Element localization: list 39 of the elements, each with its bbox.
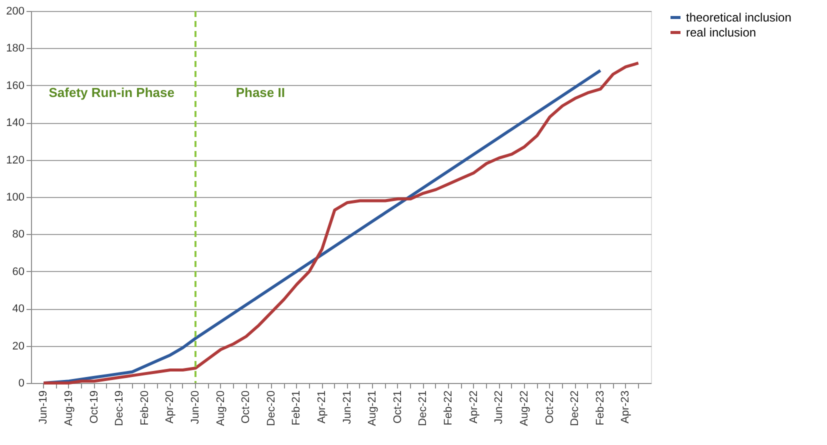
x-tick-label: Apr-20 [164, 390, 176, 424]
y-tick-label: 120 [6, 154, 24, 166]
annotation: Phase II [236, 84, 285, 100]
y-tick-label: 0 [18, 378, 24, 390]
x-tick-label: Oct-22 [544, 390, 556, 424]
x-tick-label: Aug-19 [62, 390, 75, 426]
x-tick-label: Jun-21 [341, 390, 354, 424]
legend-label: real inclusion [686, 26, 756, 40]
y-tick-label: 200 [6, 6, 24, 18]
x-tick-label: Aug-22 [518, 390, 530, 426]
x-tick-label: Jun-20 [189, 390, 202, 424]
y-tick-label: 160 [6, 80, 24, 92]
annotation: Safety Run-in Phase [48, 84, 174, 100]
x-tick-label: Jun-19 [38, 390, 50, 424]
x-tick-label: Dec-20 [265, 390, 278, 426]
x-tick-label: Feb-21 [290, 390, 303, 426]
y-tick-label: 140 [6, 117, 24, 130]
x-tick-label: Dec-22 [569, 390, 582, 426]
x-tick-label: Dec-21 [417, 390, 430, 426]
y-tick-label: 100 [6, 192, 24, 204]
y-tick-label: 180 [6, 42, 24, 55]
x-tick-label: Apr-23 [620, 390, 632, 424]
x-tick-label: Aug-20 [214, 390, 227, 426]
x-tick-label: Oct-19 [88, 390, 100, 424]
x-tick-label: Aug-21 [366, 390, 379, 426]
x-tick-label: Feb-22 [442, 390, 455, 426]
legend-label: theoretical inclusion [686, 10, 792, 24]
x-tick-label: Feb-23 [594, 390, 606, 426]
y-tick-label: 20 [12, 340, 24, 352]
x-tick-label: Feb-20 [138, 390, 151, 426]
x-tick-label: Oct-21 [392, 390, 404, 424]
x-tick-label: Oct-20 [240, 390, 252, 424]
y-tick-label: 40 [12, 303, 24, 316]
y-tick-label: 60 [12, 266, 24, 278]
x-tick-label: Dec-19 [114, 390, 126, 426]
x-tick-label: Apr-21 [316, 390, 328, 424]
y-tick-label: 80 [12, 228, 24, 241]
x-tick-label: Jun-22 [493, 390, 506, 424]
x-tick-label: Apr-22 [468, 390, 480, 424]
